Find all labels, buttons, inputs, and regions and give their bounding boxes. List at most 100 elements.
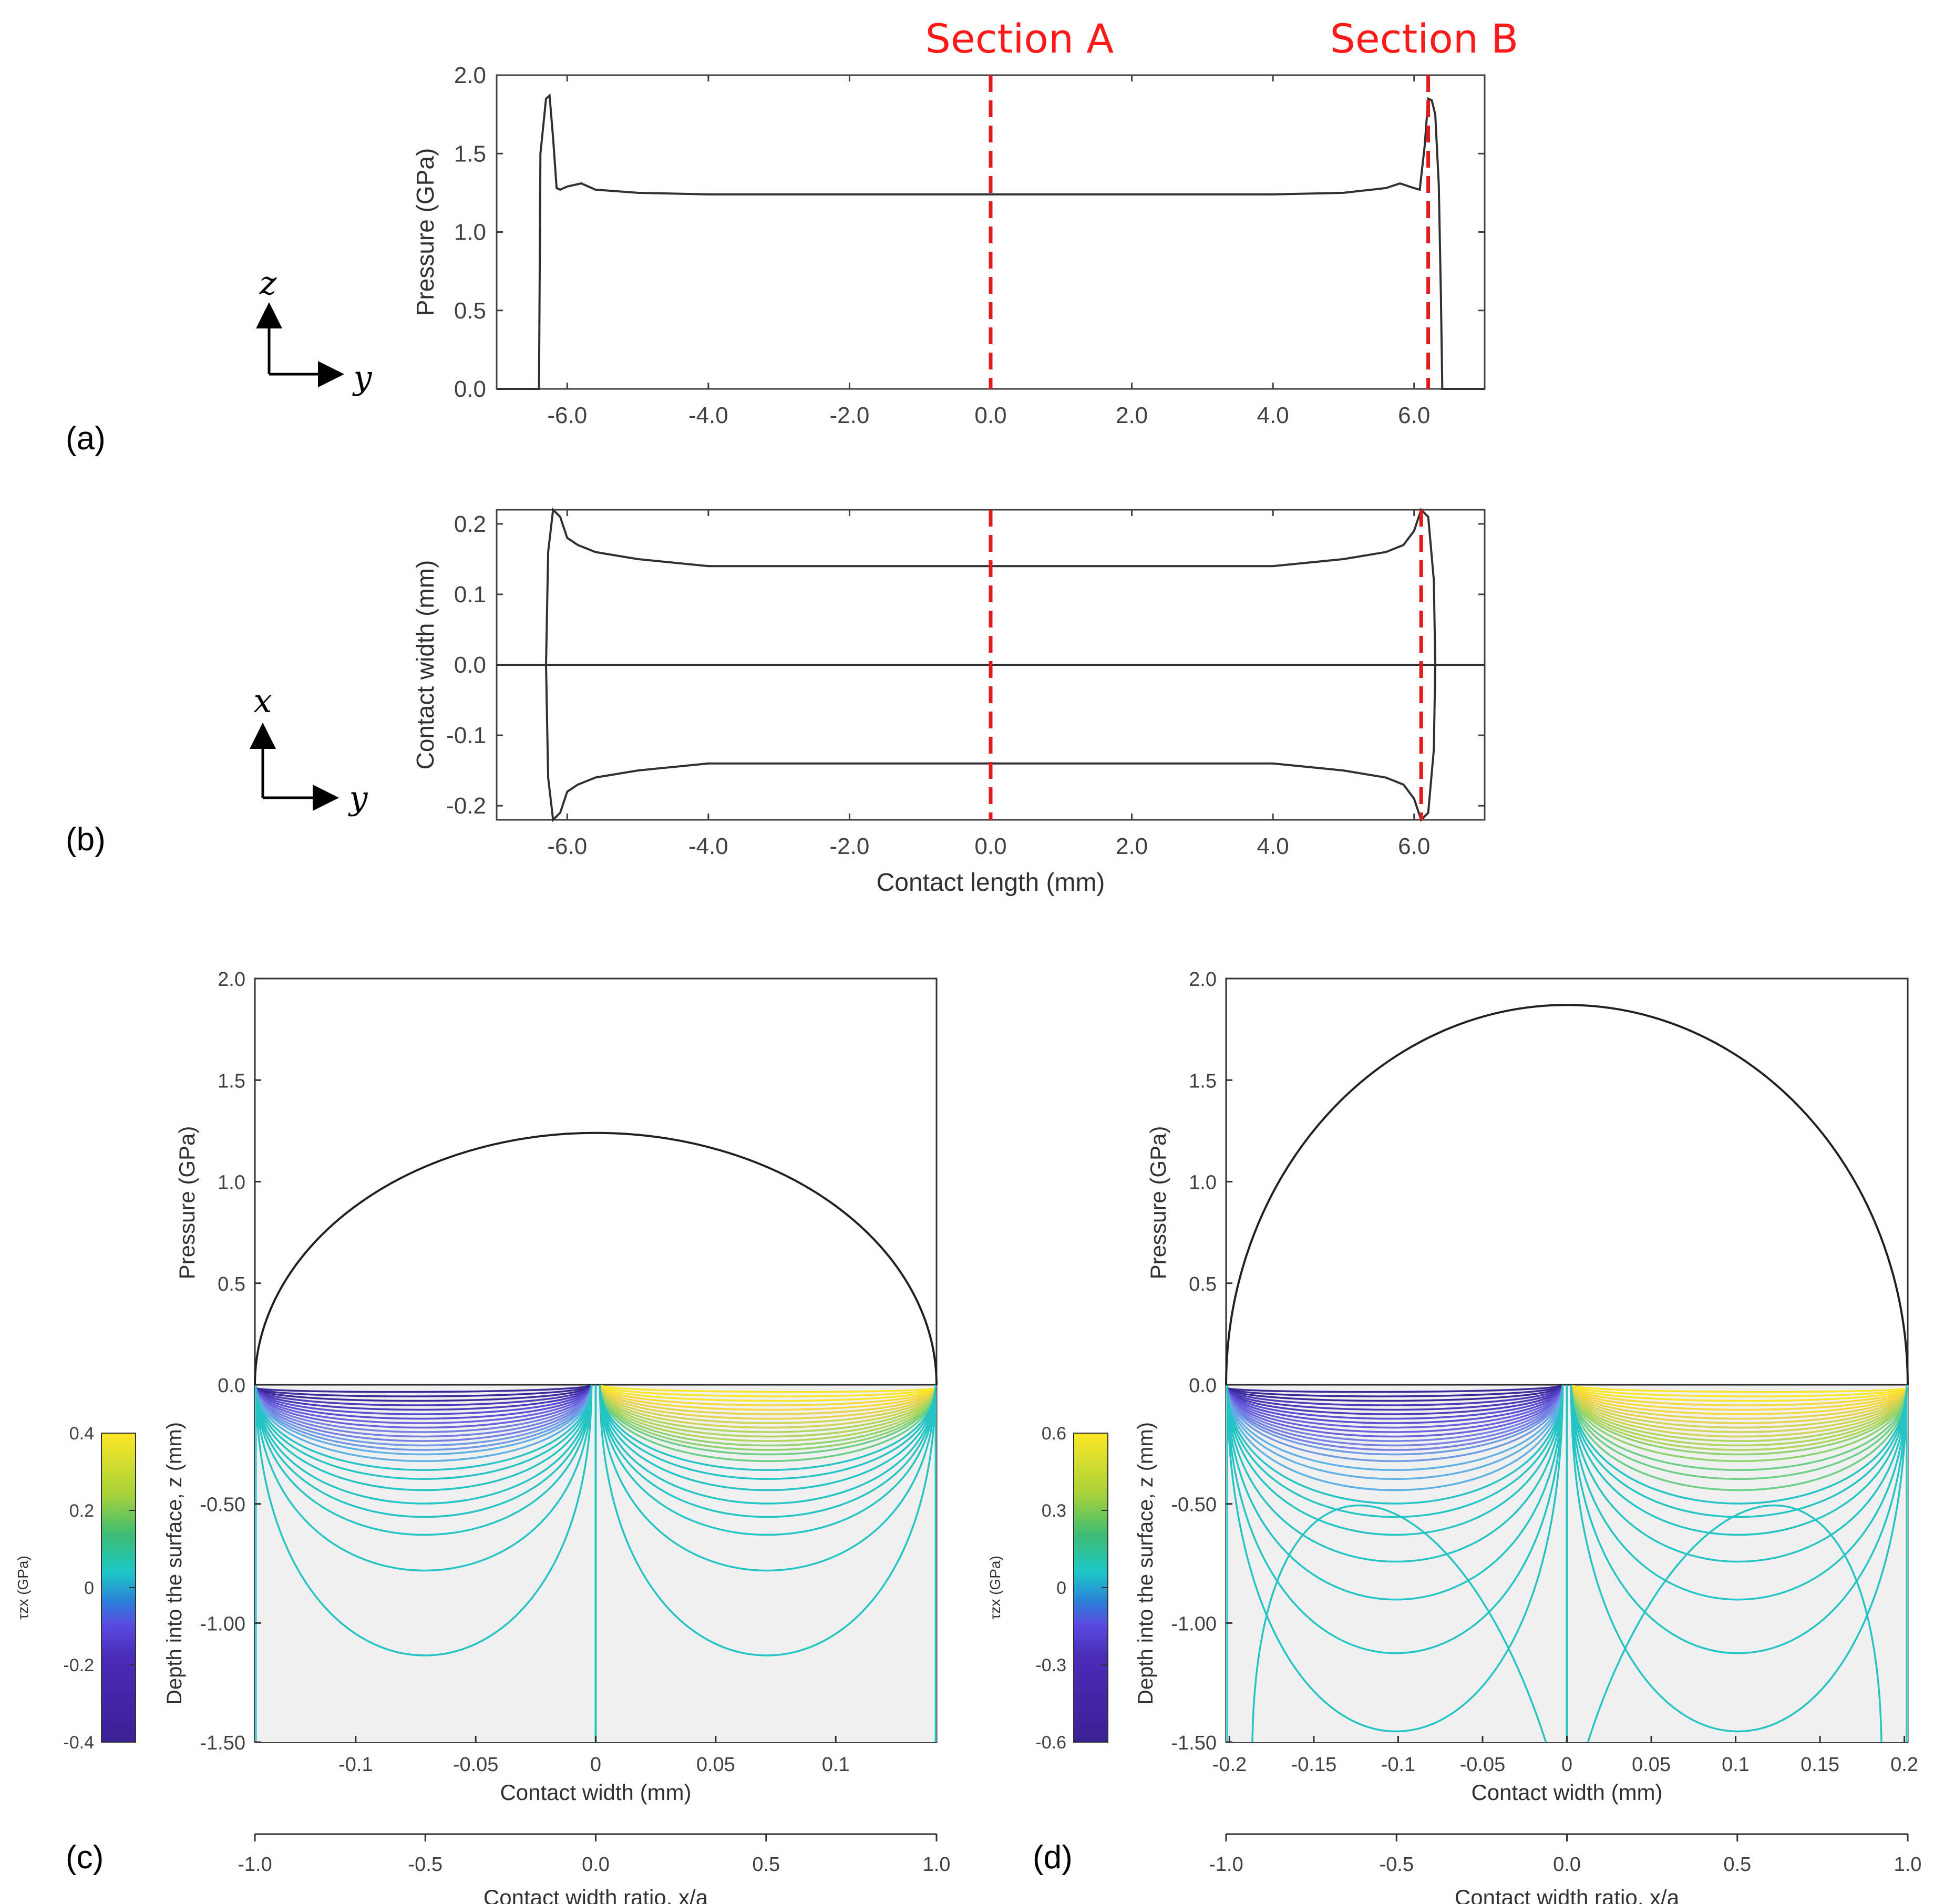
contour-line bbox=[599, 1384, 937, 1451]
pressure-tick-label: 1.0 bbox=[1189, 1172, 1217, 1194]
pressure-tick-label: 0.0 bbox=[218, 1375, 245, 1397]
data-line-pressure bbox=[497, 93, 1485, 390]
contour-line bbox=[1226, 1384, 1564, 1420]
ratio-tick-label: -0.5 bbox=[1380, 1854, 1414, 1876]
x-tick-label: -0.15 bbox=[1291, 1754, 1337, 1776]
x-tick-label: 2.0 bbox=[1116, 833, 1148, 859]
x-tick-label: -6.0 bbox=[547, 403, 587, 428]
contour-line bbox=[255, 1384, 593, 1402]
contour-line bbox=[255, 1384, 593, 1656]
colorbar-tick-label: -0.4 bbox=[63, 1733, 94, 1753]
axis-glyph-x: x bbox=[254, 682, 272, 720]
contour-line bbox=[1570, 1384, 1908, 1456]
contour-line bbox=[599, 1384, 937, 1393]
x-tick-label: 0.15 bbox=[1801, 1754, 1839, 1776]
contour-line bbox=[1226, 1384, 1564, 1451]
contour-line bbox=[1570, 1384, 1908, 1447]
contour-line bbox=[599, 1384, 937, 1518]
contour-line bbox=[1570, 1384, 1908, 1505]
contour-line bbox=[255, 1384, 593, 1415]
contour-line bbox=[1226, 1384, 1564, 1429]
depth-tick-label: -1.50 bbox=[1171, 1732, 1217, 1754]
ratio-tick-label: 0.0 bbox=[582, 1854, 610, 1876]
depth-tick-label: -1.00 bbox=[1171, 1613, 1217, 1635]
contour-group bbox=[1226, 1384, 1908, 1743]
contour-line bbox=[1226, 1384, 1564, 1491]
x-tick-label: 0 bbox=[590, 1754, 601, 1776]
contour-line bbox=[1226, 1384, 1564, 1402]
contour-line bbox=[255, 1384, 593, 1433]
contour-line bbox=[1570, 1384, 1908, 1463]
x-tick-label: -2.0 bbox=[830, 403, 870, 428]
x-tick-label: 0.1 bbox=[1722, 1754, 1750, 1776]
contour-line bbox=[255, 1384, 593, 1491]
contour-line bbox=[1226, 1384, 1564, 1406]
contour-line bbox=[1570, 1384, 1908, 1424]
contour-line bbox=[1226, 1384, 1564, 1411]
x-tick-label: 6.0 bbox=[1398, 403, 1430, 428]
x-tick-label: -0.1 bbox=[338, 1754, 373, 1776]
ratio-tick-label: 0.5 bbox=[1723, 1854, 1751, 1876]
section-b-label: Section B bbox=[1330, 15, 1519, 62]
contour-line bbox=[1226, 1384, 1564, 1424]
x-tick-label: 4.0 bbox=[1257, 403, 1289, 428]
contour-line bbox=[1570, 1384, 1908, 1415]
y-tick-label: 0.0 bbox=[454, 652, 486, 678]
ratio-tick-label: -1.0 bbox=[238, 1854, 272, 1876]
y-axis-label: Pressure (GPa) bbox=[412, 148, 439, 316]
contour-line bbox=[255, 1384, 593, 1420]
x-tick-label: -0.05 bbox=[453, 1754, 499, 1776]
contour-line bbox=[1226, 1384, 1564, 1456]
contour-line bbox=[1570, 1384, 1908, 1420]
pressure-axis-label: Pressure (GPa) bbox=[1146, 1126, 1170, 1280]
contour-line bbox=[599, 1384, 937, 1471]
contour-line bbox=[1570, 1384, 1908, 1536]
contour-line bbox=[599, 1384, 937, 1447]
depth-tick-label: -1.50 bbox=[200, 1732, 245, 1754]
contour-line bbox=[599, 1384, 937, 1480]
depth-tick-label: -0.50 bbox=[200, 1494, 245, 1516]
pressure-tick-label: 0.0 bbox=[1189, 1375, 1217, 1397]
x-tick-label: 6.0 bbox=[1398, 833, 1430, 859]
contour-line bbox=[255, 1384, 593, 1480]
contour-line bbox=[255, 1384, 593, 1463]
contour-line bbox=[599, 1384, 937, 1438]
pressure-tick-label: 1.5 bbox=[218, 1070, 245, 1092]
depth-axis-label: Depth into the surface, z (mm) bbox=[1134, 1422, 1157, 1705]
contour-line bbox=[599, 1384, 937, 1424]
colorbar-tick-label: 0.6 bbox=[1042, 1424, 1066, 1444]
chart-a: -6.0 -4.0 -2.0 0.0 2.0 4.0 6.0 0.0 0.5 1.0 1.5 2.0 P… bbox=[412, 63, 1486, 428]
x-tick-label: 2.0 bbox=[1116, 403, 1148, 428]
pressure-tick-label: 2.0 bbox=[1189, 969, 1217, 991]
ratio-tick-label: -0.5 bbox=[408, 1854, 443, 1876]
contour-line bbox=[255, 1384, 593, 1411]
contour-line bbox=[255, 1384, 593, 1451]
x-tick-label: -6.0 bbox=[547, 833, 587, 859]
x-tick-label: -0.2 bbox=[1212, 1754, 1247, 1776]
x-axis-label: Contact length (mm) bbox=[877, 869, 1105, 897]
contour-line bbox=[599, 1384, 937, 1415]
x-tick-label: -4.0 bbox=[688, 403, 728, 428]
contour-line bbox=[1570, 1384, 1908, 1397]
colorbar-tick-label: -0.6 bbox=[1035, 1733, 1066, 1753]
pressure-tick-label: 1.0 bbox=[218, 1172, 245, 1194]
y-tick-label: -0.2 bbox=[446, 793, 486, 819]
axis-glyph-z: z bbox=[259, 264, 277, 302]
ratio-axis-label: Contact width ratio, x/a bbox=[484, 1885, 708, 1904]
contour-line bbox=[1226, 1384, 1564, 1442]
contour-line bbox=[255, 1384, 593, 1393]
colorbar-tick-label: 0.2 bbox=[69, 1501, 94, 1521]
contour-line bbox=[599, 1384, 937, 1456]
y-tick-label: -0.1 bbox=[446, 723, 486, 748]
contour-line bbox=[255, 1384, 593, 1518]
ratio-tick-label: 0.0 bbox=[1553, 1854, 1581, 1876]
contour-line bbox=[1226, 1384, 1564, 1536]
pressure-tick-label: 0.5 bbox=[1189, 1273, 1217, 1295]
colorbar-tick-label: 0.4 bbox=[69, 1424, 94, 1444]
contour-line bbox=[1226, 1384, 1564, 1601]
panel-label-b: (b) bbox=[66, 821, 106, 858]
x-tick-label: 0.0 bbox=[974, 403, 1006, 428]
contour-line bbox=[1570, 1384, 1908, 1393]
contour-line bbox=[599, 1384, 937, 1463]
